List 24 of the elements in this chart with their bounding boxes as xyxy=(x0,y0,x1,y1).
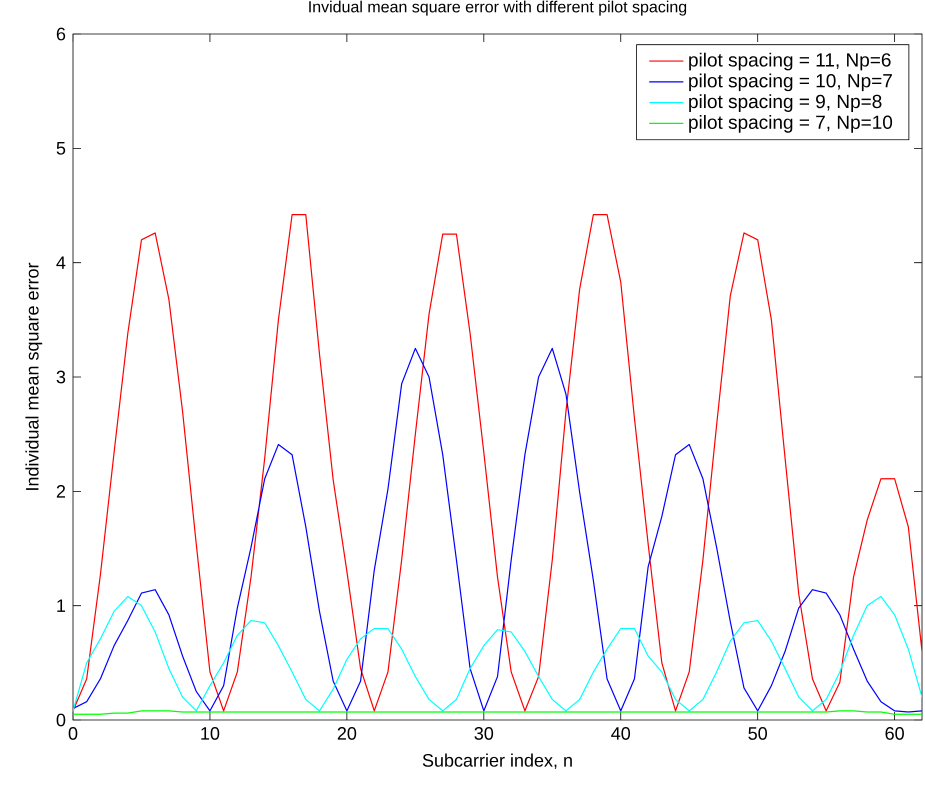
line-series xyxy=(73,596,922,712)
y-tick-label: 2 xyxy=(56,485,66,498)
y-tick-label: 1 xyxy=(57,599,66,612)
x-tick-label: 30 xyxy=(474,727,494,740)
legend-label: pilot spacing = 10, Np=7 xyxy=(689,73,892,92)
line-series xyxy=(73,214,922,712)
x-axis-title: Subcarrier index, n xyxy=(422,754,572,769)
y-axis-title: Individual mean square error xyxy=(25,262,42,490)
x-tick-label: 50 xyxy=(748,727,767,740)
y-tick-label: 6 xyxy=(56,28,66,40)
x-tick-label: 20 xyxy=(338,727,356,740)
chart-title: Invidual mean square error with different pilot spacing xyxy=(309,0,686,16)
legend-label: pilot spacing = 7, Np=10 xyxy=(689,115,892,133)
y-tick-label: 0 xyxy=(56,714,66,726)
y-tick-label: 4 xyxy=(56,256,66,269)
x-tick-label: 60 xyxy=(886,727,904,740)
x-tick-label: 40 xyxy=(611,727,630,740)
line-series xyxy=(73,348,922,713)
x-tick-label: 0 xyxy=(68,727,78,740)
x-tick-label: 10 xyxy=(201,727,220,740)
y-tick-label: 5 xyxy=(56,142,66,155)
legend-label: pilot spacing = 9, Np=8 xyxy=(689,94,882,112)
legend-label: pilot spacing = 11, Np=6 xyxy=(689,52,891,70)
y-tick-label: 3 xyxy=(56,370,66,384)
